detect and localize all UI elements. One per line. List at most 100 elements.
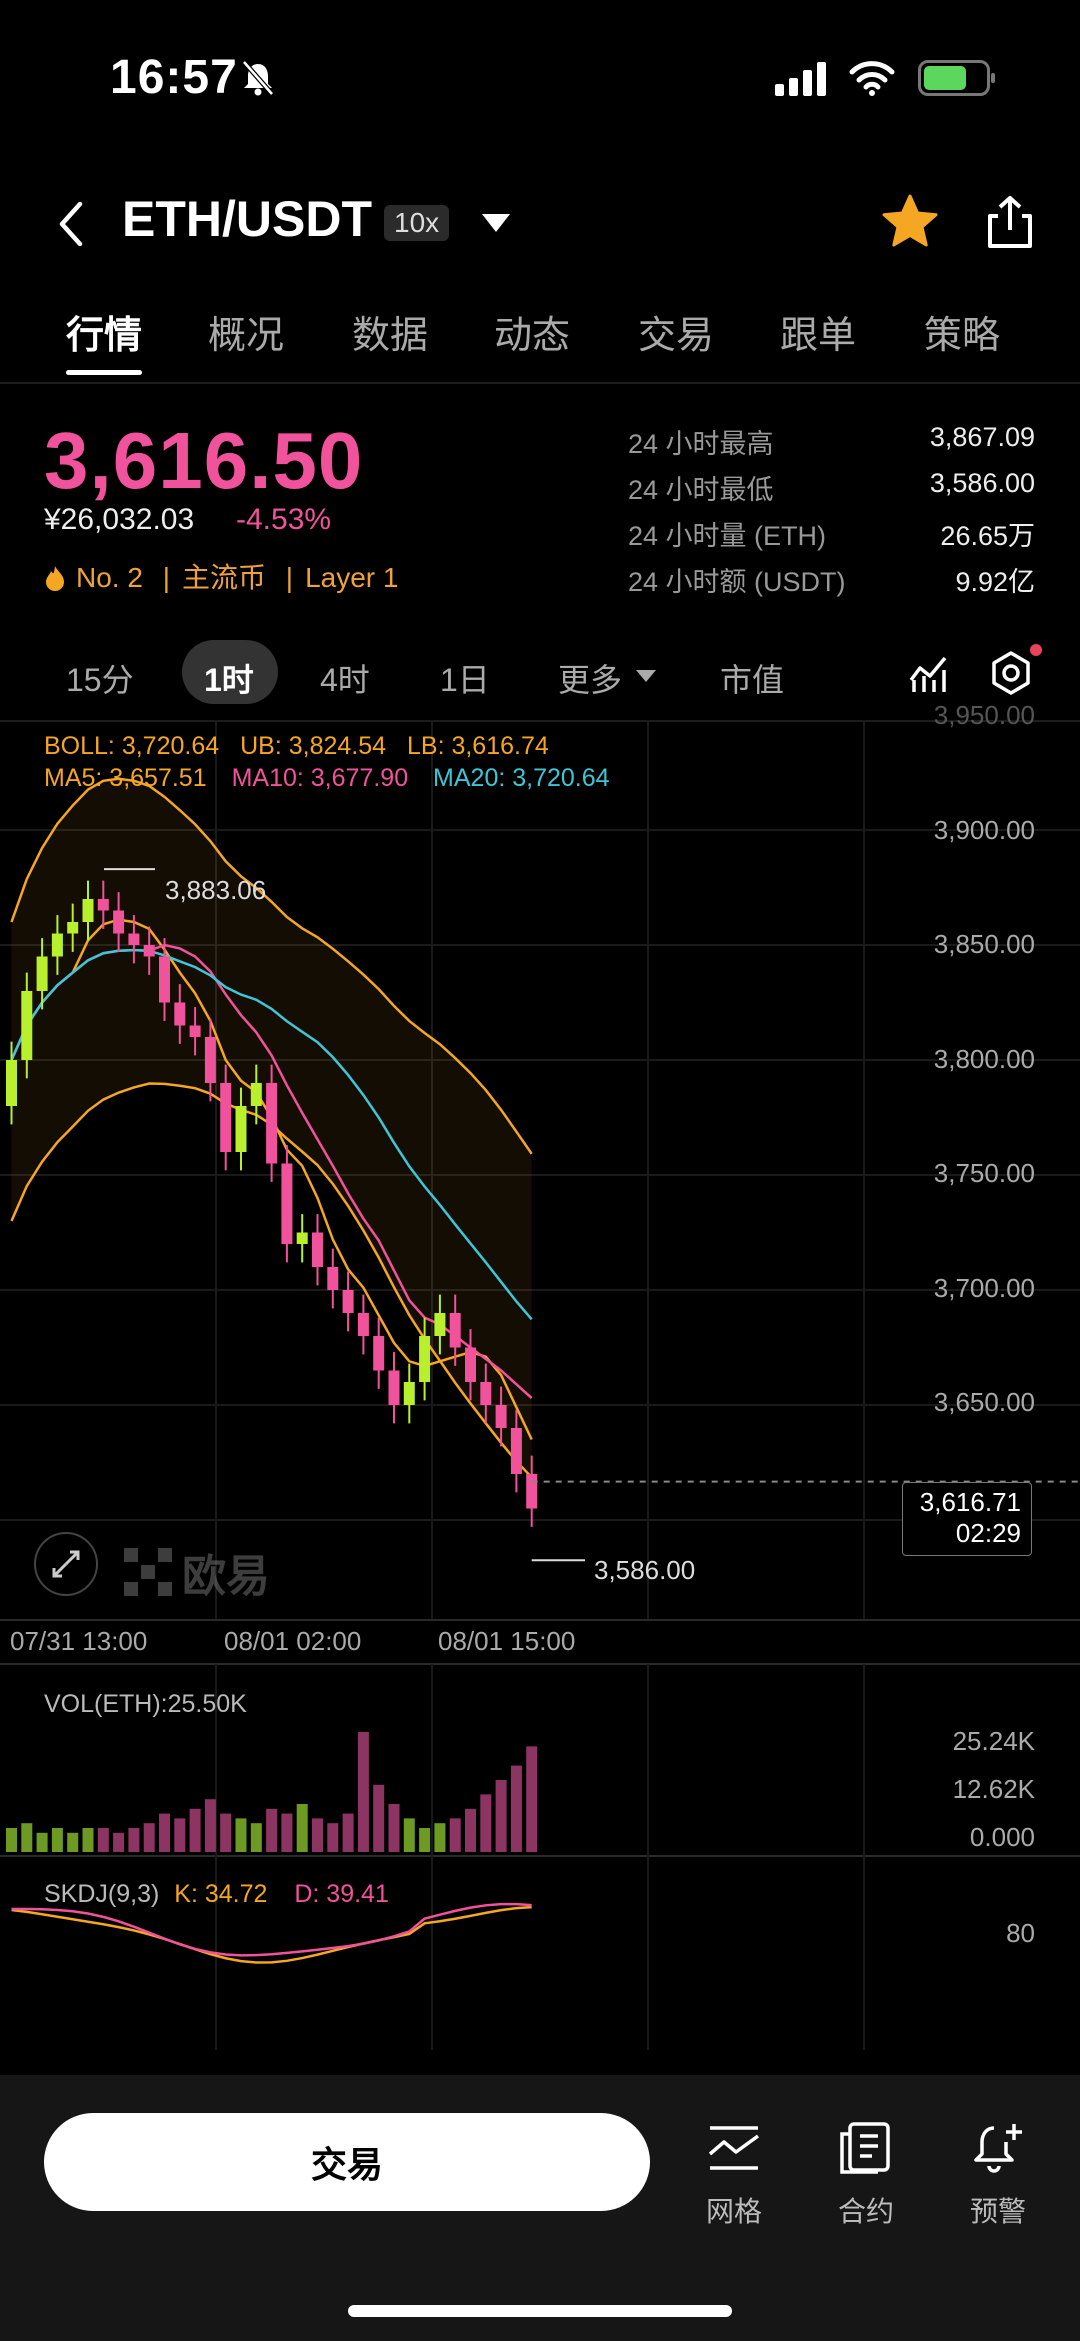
volume-bar [465,1808,476,1852]
volume-bar [128,1828,140,1852]
candle-body [388,1370,400,1405]
interval-1d[interactable]: 1日 [440,662,490,698]
candle-body [6,1060,17,1106]
x-axis-label: 08/01 15:00 [438,1626,576,1656]
candle-body [204,1037,216,1083]
status-time: 16:57 [110,51,238,104]
skdj-lines [11,1902,532,1964]
chart-grid [0,720,1080,2050]
last-price: 3,616.50 [44,416,364,505]
pair-dropdown-icon[interactable] [482,214,510,232]
bell-muted-icon [242,60,274,96]
tab-data[interactable]: 数据 [352,315,429,357]
candle [36,938,48,1010]
candle-body [312,1232,323,1267]
back-arrow-icon[interactable] [56,200,86,248]
skdj-d-line [11,1902,532,1957]
tab-copy-trading[interactable]: 跟单 [780,315,857,357]
volume-bar [159,1813,170,1852]
stat-value: 3,586.00 [929,468,1035,498]
candle-body [526,1474,538,1509]
fullscreen-button[interactable] [34,1532,98,1596]
interval-4h[interactable]: 4时 [320,662,370,698]
trading-pair-title[interactable]: ETH/USDT [122,191,372,247]
candle [97,880,109,929]
candle-body [403,1382,415,1405]
tab-market[interactable]: 行情 [66,315,143,357]
contract-icon[interactable] [838,2120,894,2176]
divider [0,382,1080,384]
candle-body [449,1313,461,1348]
chart-settings-icon[interactable] [988,650,1034,696]
candle [21,972,33,1079]
candle [189,1007,201,1056]
stat-value: 9.92亿 [955,567,1035,597]
kline-chart[interactable] [0,720,1080,2075]
trade-button[interactable]: 交易 [44,2113,650,2211]
y-axis-label: 3,650.00 [933,1387,1035,1417]
candle [113,892,125,952]
flame-icon [46,566,64,591]
interval-15m[interactable]: 15分 [66,662,134,698]
tab-strategy[interactable]: 策略 [924,315,1001,357]
volume-bars [6,1732,538,1852]
alert-bell-add-icon[interactable] [970,2120,1026,2176]
ma20-line [10,948,533,1321]
candle-body [419,1336,431,1382]
candle-body [465,1347,476,1382]
candle [403,1363,415,1424]
favorite-star-icon[interactable] [880,192,940,252]
market-tabs: 行情 概况 数据 动态 交易 跟单 策略 [0,304,1080,384]
candle-body [189,1025,201,1037]
ma5-value: MA5: 3,657.51 [44,764,207,792]
layer-tag[interactable]: Layer 1 [305,562,399,593]
market-cap-toggle[interactable]: 市值 [720,662,785,698]
candle [250,1064,262,1125]
alert-label[interactable]: 预警 [969,2196,1026,2227]
share-icon[interactable] [982,194,1038,250]
volume-bar [327,1823,339,1852]
candle [465,1329,476,1401]
vol-axis-label: 12.62K [952,1774,1035,1804]
wifi-icon [849,61,895,96]
candle-body [357,1313,369,1336]
candle-body [220,1083,232,1152]
grid-trading-icon[interactable] [706,2120,762,2176]
stat-label: 24 小时最高 [628,429,774,459]
skdj-label: SKDJ(9,3) [44,1880,160,1908]
candle [82,880,94,941]
tab-news[interactable]: 动态 [494,315,571,357]
volume-bar [250,1823,262,1852]
candle-body [342,1290,354,1313]
volume-bar [388,1804,400,1852]
tab-overview[interactable]: 概况 [208,315,285,357]
volume-bar [21,1823,33,1852]
ma20-value: MA20: 3,720.64 [433,764,610,792]
interval-active-pill [182,640,278,704]
tab-trade[interactable]: 交易 [638,315,715,357]
grid-trading-label[interactable]: 网格 [705,2196,762,2227]
stat-label: 24 小时量 (ETH) [628,521,827,551]
candle [281,1145,293,1263]
candle [419,1317,431,1401]
candle [296,1214,308,1263]
divider [0,720,1080,722]
candle [480,1363,492,1424]
skdj-indicator: SKDJ(9,3) K: 34.72 D: 39.41 [44,1880,389,1909]
indicator-icon[interactable] [908,650,948,694]
candle-body [21,991,33,1060]
volume-bar [281,1813,293,1852]
candle-body [480,1382,492,1405]
interval-1h[interactable]: 1时 [204,662,254,698]
candle-body [67,922,79,934]
category-tag[interactable]: 主流币 [182,562,267,593]
candle [388,1352,400,1424]
candle-body [36,956,48,991]
candle [266,1064,278,1182]
interval-more[interactable]: 更多 [558,662,623,698]
candle-body [495,1405,507,1428]
ma10-value: MA10: 3,677.90 [231,764,409,792]
skdj-axis-label: 80 [1006,1918,1035,1948]
contract-label[interactable]: 合约 [837,2196,894,2227]
x-axis-label: 08/01 02:00 [224,1626,362,1656]
